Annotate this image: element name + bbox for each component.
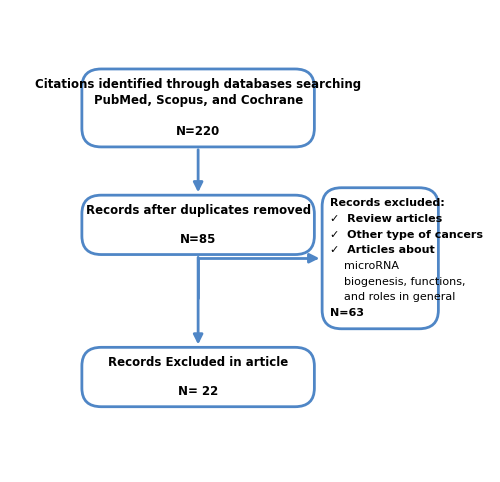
FancyBboxPatch shape — [82, 195, 314, 254]
Text: Records excluded:: Records excluded: — [330, 199, 444, 208]
Text: N= 22: N= 22 — [178, 386, 218, 398]
FancyBboxPatch shape — [82, 348, 314, 407]
Text: ✓  Other type of cancers: ✓ Other type of cancers — [330, 230, 483, 240]
Text: PubMed, Scopus, and Cochrane: PubMed, Scopus, and Cochrane — [94, 94, 303, 107]
Text: N=85: N=85 — [180, 233, 216, 246]
Text: ✓  Review articles: ✓ Review articles — [330, 214, 442, 224]
Text: N=63: N=63 — [330, 308, 364, 318]
Text: biogenesis, functions,: biogenesis, functions, — [330, 277, 466, 287]
FancyBboxPatch shape — [322, 187, 438, 329]
Text: Citations identified through databases searching: Citations identified through databases s… — [35, 78, 361, 91]
Text: and roles in general: and roles in general — [330, 293, 455, 302]
Text: Records after duplicates removed: Records after duplicates removed — [86, 203, 310, 216]
Text: N=220: N=220 — [176, 125, 220, 138]
Text: ✓  Articles about: ✓ Articles about — [330, 245, 434, 255]
Text: microRNA: microRNA — [330, 261, 399, 271]
FancyBboxPatch shape — [82, 69, 314, 147]
Text: Records Excluded in article: Records Excluded in article — [108, 356, 288, 369]
